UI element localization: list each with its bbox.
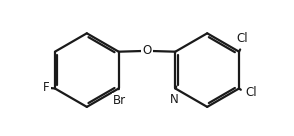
Text: Cl: Cl	[237, 32, 248, 45]
Text: Br: Br	[113, 94, 126, 107]
Text: O: O	[142, 44, 152, 57]
Text: Cl: Cl	[245, 86, 257, 99]
Text: F: F	[43, 81, 50, 94]
Text: N: N	[170, 93, 179, 106]
